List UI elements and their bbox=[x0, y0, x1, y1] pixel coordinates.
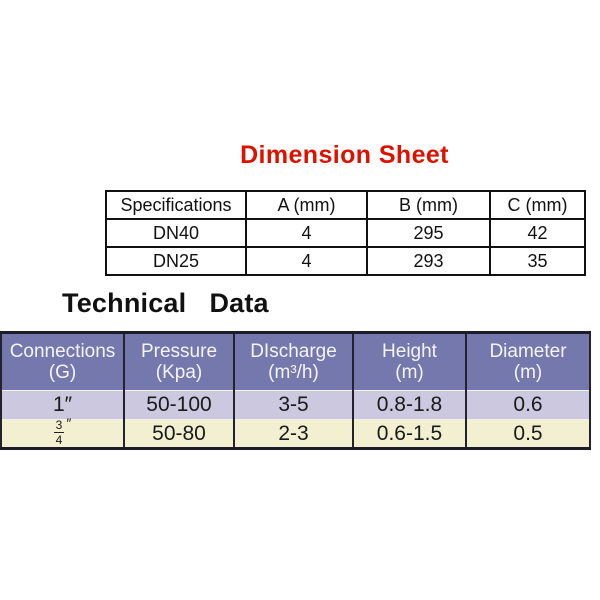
dimension-cell: 4 bbox=[245, 218, 368, 248]
dimension-column-header: Specifications bbox=[105, 190, 247, 220]
dimension-column-header: C (mm) bbox=[489, 190, 586, 220]
technical-column-header-line1: DIscharge bbox=[250, 341, 337, 362]
technical-column-header: Connections (G) bbox=[0, 332, 125, 391]
dimension-cell: 42 bbox=[489, 218, 586, 248]
technical-column-header-line2: (m) bbox=[513, 362, 543, 383]
technical-cell: 3-5 bbox=[233, 390, 354, 420]
technical-column-header-line2: (Kpa) bbox=[155, 362, 203, 383]
technical-cell: 0.5 bbox=[465, 419, 591, 449]
technical-column-header: DIscharge (m³/h) bbox=[233, 332, 354, 391]
technical-cell: 3 4 ″ bbox=[0, 415, 125, 449]
dimension-cell: 4 bbox=[245, 246, 368, 276]
technical-column-header-line2: (m) bbox=[395, 362, 424, 383]
dimension-cell: DN25 bbox=[105, 246, 247, 276]
technical-cell: 50-100 bbox=[123, 390, 235, 420]
technical-table-row: 3 4 ″ 50-80 2-3 0.6-1.5 0.5 bbox=[0, 415, 591, 449]
technical-column-header-line2: (m³/h) bbox=[268, 362, 319, 383]
fraction-denominator: 4 bbox=[55, 433, 63, 447]
technical-cell: 1″ bbox=[0, 390, 125, 420]
dimension-table-header-row: Specifications A (mm) B (mm) C (mm) bbox=[105, 190, 586, 220]
technical-cell: 0.6 bbox=[465, 390, 591, 420]
dimension-table-row: DN40 4 295 42 bbox=[105, 218, 586, 248]
dimension-column-header: B (mm) bbox=[366, 190, 491, 220]
technical-cell: 0.8-1.8 bbox=[352, 390, 467, 420]
technical-data-table: Connections (G) Pressure (Kpa) DIscharge (m³/… bbox=[0, 331, 591, 450]
technical-column-header-line1: Height bbox=[382, 341, 437, 362]
technical-cell: 2-3 bbox=[233, 419, 354, 449]
technical-column-header: Pressure (Kpa) bbox=[123, 332, 235, 391]
technical-data-title: Technical Data bbox=[62, 288, 269, 318]
technical-column-header: Height (m) bbox=[352, 332, 467, 391]
dimension-cell: 295 bbox=[366, 218, 491, 248]
fraction-numerator: 3 bbox=[53, 418, 65, 433]
technical-column-header-line1: Connections bbox=[9, 341, 116, 362]
technical-cell: 50-80 bbox=[123, 419, 235, 449]
technical-table-row: 1″ 50-100 3-5 0.8-1.8 0.6 bbox=[0, 390, 591, 420]
technical-column-header-line1: Pressure bbox=[140, 341, 218, 362]
dimension-cell: 35 bbox=[489, 246, 586, 276]
technical-cell: 0.6-1.5 bbox=[352, 419, 467, 449]
dimension-sheet-title: Dimension Sheet bbox=[240, 141, 449, 169]
technical-table-header-row: Connections (G) Pressure (Kpa) DIscharge (m³/… bbox=[0, 332, 591, 391]
technical-column-header-line2: (G) bbox=[48, 362, 77, 383]
double-prime-mark: ″ bbox=[66, 415, 72, 431]
dimension-sheet-table: Specifications A (mm) B (mm) C (mm) DN40 4 29… bbox=[105, 190, 586, 276]
technical-column-header: Diameter (m) bbox=[465, 332, 591, 391]
dimension-column-header: A (mm) bbox=[245, 190, 368, 220]
dimension-table-row: DN25 4 293 35 bbox=[105, 246, 586, 276]
technical-column-header-line1: Diameter bbox=[489, 341, 567, 362]
dimension-cell: 293 bbox=[366, 246, 491, 276]
dimension-cell: DN40 bbox=[105, 218, 247, 248]
